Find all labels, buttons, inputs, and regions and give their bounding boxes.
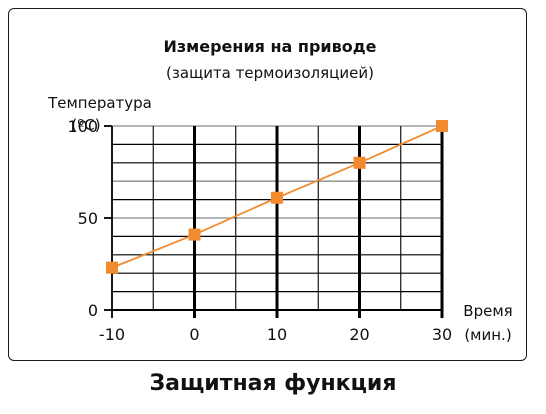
data-point (353, 156, 366, 169)
data-point (436, 120, 448, 132)
x-tick-labels: -10 0 10 20 30 (99, 325, 452, 344)
data-point (106, 261, 118, 274)
figure-caption: Защитная функция (149, 371, 397, 396)
line-chart: Измерения на приводе (защита термоизоляц… (47, 37, 513, 344)
x-tick-label: 10 (267, 325, 287, 344)
x-tick-label: 20 (349, 325, 369, 344)
y-tick-label: 100 (67, 117, 98, 136)
series (106, 120, 448, 274)
grid (104, 125, 444, 318)
x-axis-label: Время (463, 302, 512, 320)
y-axis-unit: (ºC) (71, 116, 100, 134)
y-tick-label: 0 (88, 301, 98, 320)
data-point (271, 191, 283, 204)
x-tick-label: -10 (99, 325, 125, 344)
chart-subtitle: (защита термоизоляцией) (166, 64, 374, 82)
x-axis-unit: (мин.) (464, 326, 511, 344)
x-tick-label: 30 (432, 325, 452, 344)
chart-title: Измерения на приводе (163, 37, 376, 56)
chart-frame (8, 8, 527, 361)
data-point (188, 228, 201, 241)
x-tick-label: 0 (189, 325, 199, 344)
y-tick-label: 50 (78, 209, 98, 228)
y-tick-labels: 0 50 100 (67, 117, 98, 320)
y-axis-label: Температура (47, 94, 152, 112)
